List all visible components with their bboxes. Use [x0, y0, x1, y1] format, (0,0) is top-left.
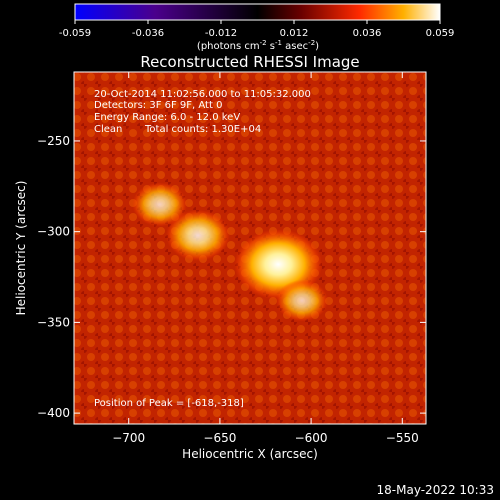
annotation-peak: Position of Peak = [-618,-318]	[94, 398, 244, 409]
colorbar-tick-label: -0.059	[59, 28, 91, 39]
x-axis: −700 −650 −600 −550	[112, 72, 419, 445]
colorbar-tick-label: 0.012	[280, 28, 309, 39]
y-tick-label: −300	[37, 225, 70, 239]
x-tick-label: −600	[295, 431, 328, 445]
heatmap-image	[74, 72, 426, 424]
chart-title: Reconstructed RHESSI Image	[140, 53, 359, 71]
colorbar-tick-label: -0.012	[205, 28, 237, 39]
source-blob	[275, 279, 328, 322]
annotation-energy: Energy Range: 6.0 - 12.0 keV	[94, 112, 240, 123]
x-tick-label: −700	[112, 431, 145, 445]
y-tick-label: −250	[37, 134, 70, 148]
plot-frame	[73, 71, 427, 425]
colorbar-tick-label: 0.059	[426, 28, 455, 39]
annotation-detectors: Detectors: 3F 6F 9F, Att 0	[94, 100, 222, 111]
colorbar-unit-label: (photons cm-2 s-1 asec-2)	[197, 39, 319, 52]
y-tick-label: −350	[37, 315, 70, 329]
source-blob	[132, 182, 188, 227]
y-axis: −250 −300 −350 −400	[37, 134, 426, 420]
footer-date: 18-May-2022 10:33	[377, 483, 494, 497]
colorbar	[74, 3, 441, 21]
colorbar-tick-label: -0.036	[132, 28, 164, 39]
annotation-time: 20-Oct-2014 11:02:56.000 to 11:05:32.000	[94, 89, 311, 100]
x-axis-label: Heliocentric X (arcsec)	[182, 447, 318, 461]
y-tick-label: −400	[37, 406, 70, 420]
x-tick-label: −650	[203, 431, 236, 445]
x-tick-label: −550	[386, 431, 419, 445]
source-blob	[166, 209, 231, 261]
y-axis-label: Heliocentric Y (arcsec)	[14, 181, 28, 316]
colorbar-tick-label: 0.036	[353, 28, 382, 39]
annotation-counts: Total counts: 1.30E+04	[144, 124, 261, 135]
colorbar-ticks: -0.059 -0.036 -0.012 0.012 0.036 0.059	[59, 20, 454, 39]
annotation-clean: Clean	[94, 124, 122, 135]
